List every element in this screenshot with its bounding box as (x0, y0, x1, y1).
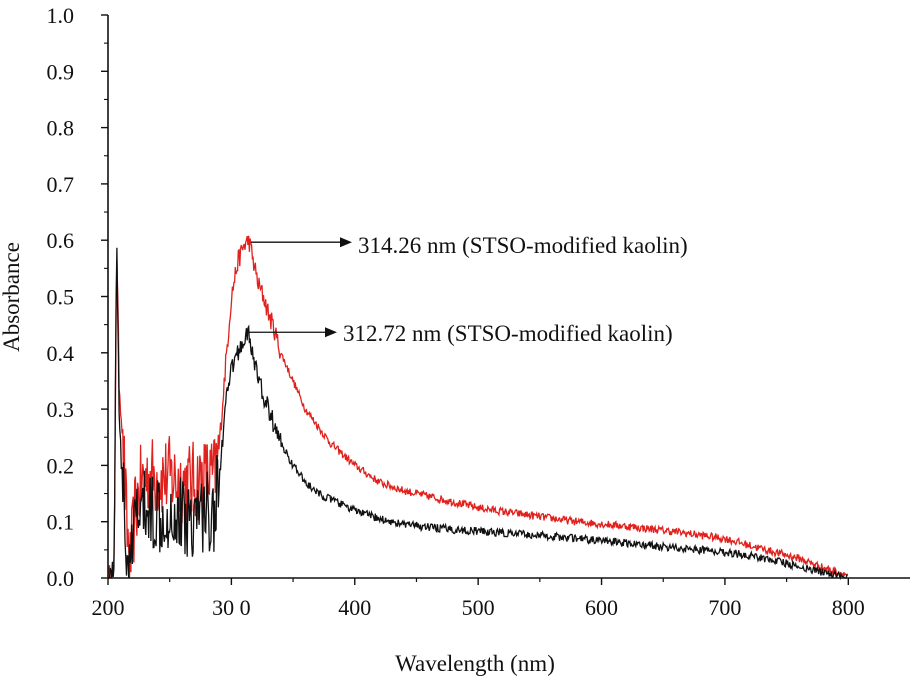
annotation-arrow-head (325, 327, 337, 338)
x-tick-label: 200 (92, 595, 125, 620)
series-line-red (107, 235, 849, 579)
axes: 200 30 0 400 500 600 700 800 0.00.10.20.30.40.… (47, 3, 910, 620)
x-tick-label: 400 (338, 595, 371, 620)
x-tick-label: 800 (832, 595, 865, 620)
y-tick-label: 0.3 (47, 397, 75, 422)
x-tick-label: 500 (462, 595, 495, 620)
y-tick-label: 0.4 (47, 341, 75, 366)
x-tick-label: 600 (585, 595, 618, 620)
y-tick-label: 0.5 (47, 285, 75, 310)
y-tick-label: 0.9 (47, 59, 75, 84)
x-axis-title: Wavelength (nm) (395, 651, 555, 676)
y-tick-label: 0.8 (47, 116, 75, 141)
series-line-black (107, 247, 848, 581)
annotation-2: 312.72 nm (STSO-modified kaolin) (249, 321, 673, 346)
x-tick-label: 30 0 (212, 595, 251, 620)
annotation-label: 314.26 nm (STSO-modified kaolin) (358, 233, 688, 258)
y-axis-ticks: 0.0 0.1 0.2 0.3 0.4 0.5 0.6 0.7 0.8 0.9 1.0 (47, 3, 108, 591)
annotation-arrow-head (340, 237, 352, 248)
y-tick-label: 0.2 (47, 453, 75, 478)
y-tick-label: 0.6 (47, 228, 75, 253)
plot-series (107, 235, 849, 581)
y-tick-label: 1.0 (47, 3, 75, 28)
x-axis-ticks: 200 30 0 400 500 600 700 800 (92, 578, 865, 620)
y-tick-label: 0.0 (47, 566, 75, 591)
x-tick-label: 700 (708, 595, 741, 620)
annotation-1: 314.26 nm (STSO-modified kaolin) (250, 233, 688, 258)
y-tick-label: 0.7 (47, 172, 75, 197)
annotation-label: 312.72 nm (STSO-modified kaolin) (343, 321, 673, 346)
y-tick-label: 0.1 (47, 510, 75, 535)
y-axis-title: Absorbance (0, 242, 24, 352)
